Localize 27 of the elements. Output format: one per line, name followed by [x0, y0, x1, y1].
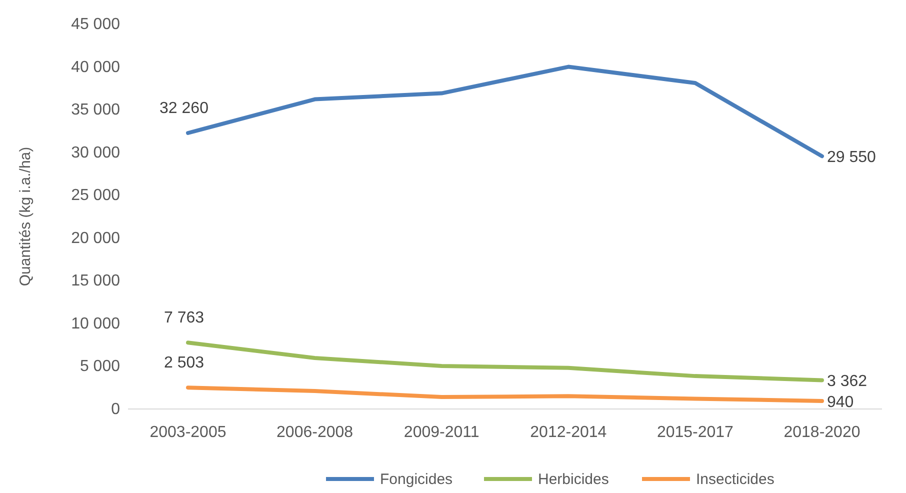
data-label: 940 — [827, 394, 854, 411]
legend-label: Herbicides — [538, 471, 609, 488]
data-label: 2 503 — [164, 354, 204, 372]
data-label: 7 763 — [164, 310, 204, 327]
y-tick-label: 0 — [111, 401, 120, 418]
legend-label: Fongicides — [380, 471, 453, 488]
y-tick-label: 25 000 — [71, 187, 120, 204]
y-tick-label: 10 000 — [71, 315, 120, 332]
y-tick-label: 35 000 — [71, 102, 120, 119]
x-tick-label: 2018-2020 — [784, 424, 860, 441]
y-tick-label: 45 000 — [71, 16, 120, 33]
x-tick-label: 2009-2011 — [404, 424, 480, 441]
legend-label: Insecticides — [696, 471, 774, 488]
y-tick-label: 40 000 — [71, 58, 120, 76]
data-label: 3 362 — [827, 373, 868, 390]
y-tick-label: 5 000 — [80, 358, 120, 376]
x-tick-label: 2012-2014 — [530, 424, 607, 441]
y-axis-title: Quantités (kg i.a./ha) — [17, 146, 34, 286]
x-tick-label: 2015-2017 — [656, 424, 734, 441]
x-tick-label: 2006-2008 — [276, 424, 354, 441]
data-label: 32 260 — [160, 100, 209, 117]
data-label: 29 550 — [827, 149, 876, 166]
y-tick-label: 30 000 — [71, 144, 120, 162]
y-tick-label: 20 000 — [71, 230, 120, 247]
x-tick-label: 2003-2005 — [150, 424, 226, 441]
line-series — [186, 386, 824, 403]
y-tick-label: 15 000 — [71, 272, 120, 290]
